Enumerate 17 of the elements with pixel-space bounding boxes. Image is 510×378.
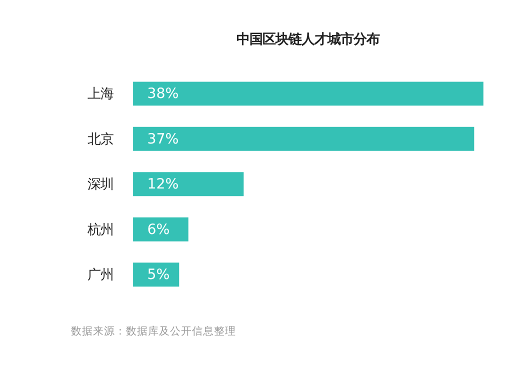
bar [133, 172, 244, 196]
data-label: 37% [147, 131, 179, 148]
y-tick-label: 杭州 [86, 222, 114, 238]
chart-title: 中国区块链人才城市分布 [236, 32, 380, 48]
bar [133, 262, 180, 287]
data-label: 38% [147, 86, 179, 102]
y-tick-label: 广州 [87, 268, 114, 284]
bar [133, 217, 188, 242]
bar [133, 82, 484, 106]
bar [133, 126, 474, 151]
y-tick-label: 北京 [87, 132, 114, 148]
y-tick-label: 深圳 [87, 178, 114, 193]
y-tick-label: 上海 [87, 87, 114, 102]
data-label: 12% [147, 176, 179, 193]
source-note: 数据来源：数据库及公开信息整理 [70, 324, 236, 338]
data-label: 5% [147, 267, 170, 284]
data-label: 6% [147, 222, 170, 238]
